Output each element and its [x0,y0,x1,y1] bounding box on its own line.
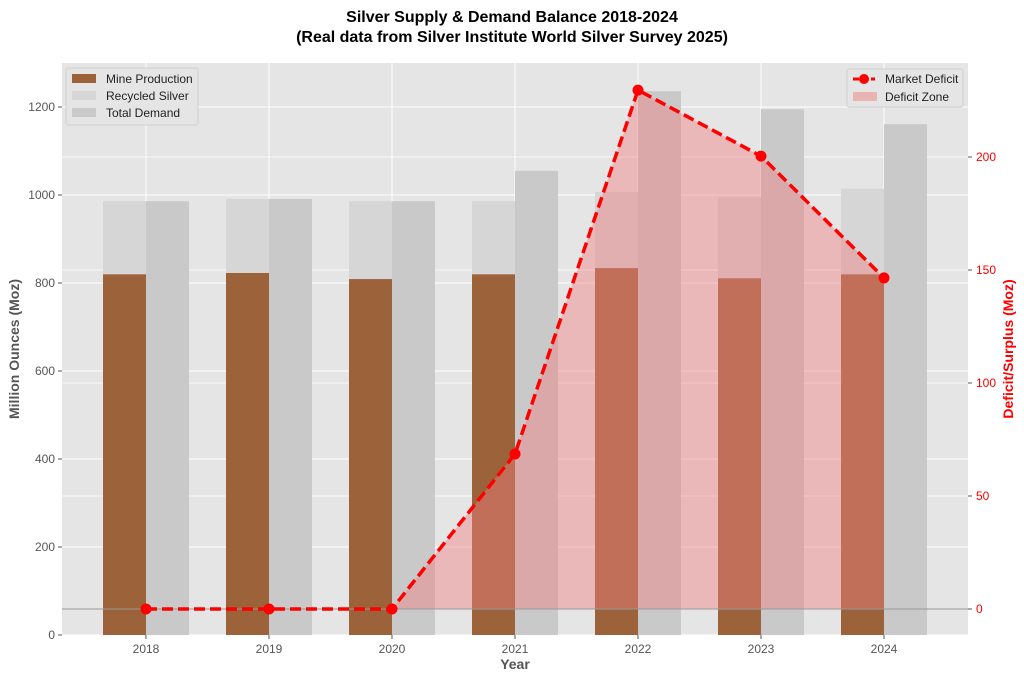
legend-swatch-recycled [72,91,96,100]
y-tick-label: 1200 [28,100,55,114]
x-tick-label: 2021 [502,642,529,656]
bar-mine-production [718,278,761,635]
bar-total-demand [515,170,558,636]
bar-total-demand [884,124,927,635]
y2-tick-label: 50 [976,489,990,503]
bar-recycled-silver [226,198,269,273]
x-axis-label: Year [500,656,530,672]
y2-tick-label: 200 [976,150,996,164]
y-tick-label: 0 [48,628,55,642]
y-tick-label: 200 [35,540,55,554]
bar-recycled-silver [841,188,884,275]
deficit-point [632,84,644,96]
y-tick-label: 1000 [28,188,55,202]
legend-left: Mine Production Recycled Silver Total De… [65,67,199,126]
bar-mine-production [472,274,515,635]
y2-tick-label: 100 [976,376,996,390]
legend-right: Market Deficit Deficit Zone [846,68,964,108]
x-tick-label: 2018 [133,642,160,656]
bar-total-demand [761,109,804,635]
deficit-point [755,150,767,162]
legend-swatch-zone [853,92,877,101]
deficit-point [140,603,152,615]
x-tick-label: 2019 [256,642,283,656]
legend-swatch-mine [72,74,96,83]
y-tick-label: 600 [35,364,55,378]
bar-mine-production [841,274,884,635]
deficit-point [263,603,275,615]
bar-total-demand [269,198,312,635]
chart-subtitle: (Real data from Silver Institute World S… [296,29,728,46]
legend-label-deficit: Market Deficit [885,72,959,86]
bar-total-demand [638,91,681,635]
y-tick-label: 400 [35,452,55,466]
deficit-point [386,603,398,615]
bar-recycled-silver [718,197,761,279]
deficit-zone-area [146,90,884,610]
legend-swatch-demand [72,108,96,117]
y-tick-label: 800 [35,276,55,290]
x-tick-label: 2020 [379,642,406,656]
bar-recycled-silver [472,201,515,275]
deficit-point [509,448,521,460]
bar-recycled-silver [349,201,392,280]
y2-tick-label: 0 [976,602,983,616]
bar-mine-production [349,279,392,635]
bar-mine-production [103,274,146,635]
x-tick-label: 2022 [625,642,652,656]
x-tick-label: 2023 [748,642,775,656]
bar-recycled-silver [103,201,146,275]
legend-label-zone: Deficit Zone [885,90,949,104]
legend-label-mine: Mine Production [106,72,193,86]
deficit-point [878,272,890,284]
x-tick-label: 2024 [871,642,898,656]
legend-label-recycled: Recycled Silver [106,89,189,103]
bar-recycled-silver [595,191,638,269]
legend-marker-deficit [859,74,869,84]
legend-label-demand: Total Demand [106,106,180,120]
y2-tick-label: 150 [976,263,996,277]
y2-axis-label: Deficit/Surplus (Moz) [1000,279,1016,418]
chart-title: Silver Supply & Demand Balance 2018-2024 [346,9,678,26]
y-axis-label: Million Ounces (Moz) [6,279,22,419]
bar-total-demand [146,201,189,635]
bar-mine-production [226,272,269,635]
bar-mine-production [595,268,638,635]
